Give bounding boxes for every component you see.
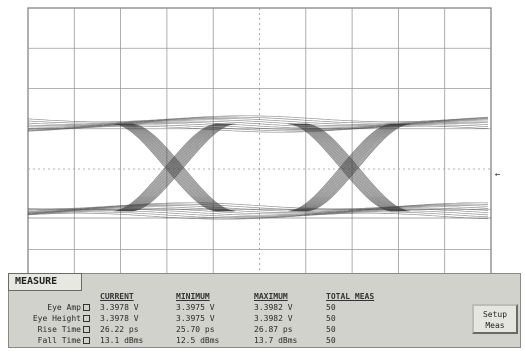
eye-transition: [115, 123, 221, 212]
eye-upper-level: [27, 115, 489, 123]
eye-transition: [117, 123, 222, 212]
measurement-value-total: 50: [326, 325, 336, 334]
measurement-value-maximum: 3.3982 V: [254, 303, 293, 312]
measurement-value-minimum: 3.3975 V: [176, 303, 215, 312]
measurement-value-current: 13.1 dBms: [100, 336, 144, 345]
eye-transition: [293, 123, 398, 212]
eye-transition: [299, 123, 404, 212]
eye-transition: [289, 123, 394, 212]
eye-upper-level: [27, 119, 488, 127]
eye-lower-level: [28, 205, 489, 212]
measurement-value-current: 3.3978 V: [100, 303, 139, 312]
checkbox-icon[interactable]: [83, 337, 90, 344]
eye-upper-level: [28, 121, 489, 129]
row-label-text: Eye Amp: [47, 303, 81, 312]
eye-transition: [290, 123, 396, 212]
measurement-value-current: 3.3978 V: [100, 314, 139, 323]
measurement-row-label[interactable]: Rise Time: [10, 324, 90, 336]
eye-transition: [304, 123, 410, 212]
eye-lower-level: [27, 206, 489, 214]
eye-transition: [131, 123, 236, 212]
eye-transition: [125, 123, 230, 212]
eye-upper-level: [27, 120, 489, 128]
eye-transition: [297, 123, 403, 212]
eye-transition: [292, 123, 397, 212]
measurement-value-minimum: 12.5 dBms: [176, 336, 220, 345]
measurement-value-total: 50: [326, 303, 336, 312]
measurement-panel: [8, 273, 521, 348]
eye-upper-level: [27, 118, 489, 125]
eye-diagram-trace: [27, 115, 491, 220]
eye-lower-level: [27, 208, 489, 216]
eye-lower-level: [27, 210, 489, 217]
eye-transition: [302, 123, 407, 212]
eye-transition: [295, 123, 400, 212]
eye-transition: [296, 123, 401, 212]
measurement-row-label[interactable]: Fall Time: [10, 335, 90, 347]
column-header-total-meas: TOTAL MEAS: [326, 292, 375, 301]
eye-transition: [113, 123, 218, 212]
row-label-text: Eye Height: [32, 314, 81, 323]
checkbox-icon[interactable]: [83, 315, 90, 322]
eye-transition: [121, 123, 226, 212]
measurement-value-maximum: 3.3982 V: [254, 314, 293, 323]
setup-meas-button[interactable]: Setup Meas: [472, 304, 518, 334]
measurement-value-total: 50: [326, 314, 336, 323]
eye-upper-level: [28, 123, 489, 130]
measure-tab[interactable]: MEASURE: [8, 273, 82, 291]
setup-button-line1: Setup: [482, 310, 508, 319]
column-header-current: CURRENT: [100, 292, 134, 301]
eye-transition: [122, 123, 228, 212]
eye-transition: [127, 123, 232, 212]
measurement-row-label[interactable]: Eye Amp: [10, 302, 90, 314]
column-header-maximum: MAXIMUM: [254, 292, 288, 301]
eye-upper-level: [27, 124, 489, 132]
eye-lower-level: [27, 202, 489, 210]
checkbox-icon[interactable]: [83, 326, 90, 333]
checkbox-icon[interactable]: [83, 304, 90, 311]
eye-transition: [120, 123, 225, 212]
eye-transition: [124, 123, 229, 212]
eye-upper-level: [27, 125, 489, 133]
row-label-text: Rise Time: [37, 325, 81, 334]
measurement-value-minimum: 25.70 ps: [176, 325, 215, 334]
eye-transition: [129, 123, 235, 212]
eye-transition: [300, 123, 405, 212]
column-header-minimum: MINIMUM: [176, 292, 210, 301]
measurement-value-maximum: 13.7 dBms: [254, 336, 298, 345]
eye-transition: [128, 123, 233, 212]
eye-transition: [303, 123, 408, 212]
eye-lower-level: [28, 203, 489, 211]
setup-button-line2: Meas: [485, 321, 505, 330]
eye-transition: [306, 123, 411, 212]
eye-transition: [288, 123, 393, 212]
measurement-value-current: 26.22 ps: [100, 325, 139, 334]
eye-transition: [118, 123, 223, 212]
measurement-value-minimum: 3.3975 V: [176, 314, 215, 323]
measurement-value-total: 50: [326, 336, 336, 345]
trigger-marker-icon: ←: [495, 170, 501, 180]
eye-upper-level: [27, 116, 489, 124]
eye-transition: [114, 123, 219, 212]
measurement-value-maximum: 26.87 ps: [254, 325, 293, 334]
measurement-row-label[interactable]: Eye Height: [10, 313, 90, 325]
eye-lower-level: [27, 207, 489, 215]
row-label-text: Fall Time: [37, 336, 81, 345]
